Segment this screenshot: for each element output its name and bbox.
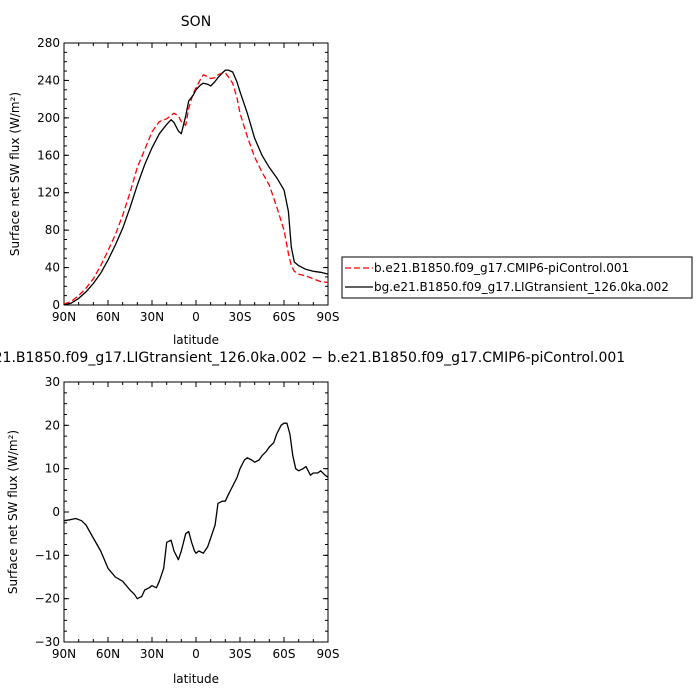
top-y-axis-label: Surface net SW flux (W/m²) (8, 92, 22, 256)
top-plot-frame (63, 42, 329, 306)
bottom-plot-frame (63, 381, 329, 643)
bottom-ticks: 90N 60N 30N 0 30S 60S 90S −30 −20 −10 0 10 20 30 (35, 375, 340, 661)
y-tick-label: 80 (45, 223, 60, 237)
x-tick-label: 90S (317, 310, 340, 324)
bottom-y-axis-label: Surface net SW flux (W/m²) (6, 430, 20, 594)
x-tick-label: 60N (96, 310, 120, 324)
x-tick-label: 60S (273, 310, 296, 324)
y-tick-label: −10 (35, 548, 60, 562)
y-tick-label: 10 (45, 462, 60, 476)
y-tick-label: 200 (37, 111, 60, 125)
y-tick-label: 280 (37, 36, 60, 50)
series-line-difference (63, 422, 329, 600)
x-tick-label: 90S (317, 647, 340, 661)
series-line-LIGtransient (63, 69, 329, 306)
y-tick-label: 40 (45, 261, 60, 275)
bottom-panel: bg.e21.B1850.f09_g17.LIGtransient_126.0k… (0, 350, 625, 686)
legend: b.e21.B1850.f09_g17.CMIP6-piControl.001 … (341, 256, 693, 299)
y-tick-label: 240 (37, 73, 60, 87)
y-tick-label: 30 (45, 375, 60, 389)
y-tick-label: 0 (52, 505, 60, 519)
x-tick-label: 0 (192, 647, 200, 661)
y-tick-label: −30 (35, 635, 60, 649)
top-series (63, 69, 329, 306)
y-tick-label: 0 (52, 298, 60, 312)
bottom-chart-title: bg.e21.B1850.f09_g17.LIGtransient_126.0k… (0, 350, 625, 366)
x-tick-label: 30S (229, 647, 252, 661)
top-chart-title: SON (181, 14, 211, 30)
x-tick-label: 30N (140, 310, 164, 324)
x-tick-label: 90N (52, 647, 76, 661)
y-tick-label: 160 (37, 148, 60, 162)
legend-label-LIGtransient: bg.e21.B1850.f09_g17.LIGtransient_126.0k… (374, 280, 669, 294)
top-x-axis-label: latitude (173, 333, 219, 347)
x-tick-label: 30N (140, 647, 164, 661)
series-line-piControl (63, 72, 329, 305)
top-ticks: 90N 60N 30N 0 30S 60S 90S 0 40 80 120 160 200 240 280 (37, 36, 339, 324)
legend-label-piControl: b.e21.B1850.f09_g17.CMIP6-piControl.001 (374, 261, 629, 275)
y-tick-label: 20 (45, 418, 60, 432)
x-tick-label: 30S (229, 310, 252, 324)
bottom-series (63, 422, 329, 600)
x-tick-label: 60S (273, 647, 296, 661)
legend-box (341, 256, 693, 299)
y-tick-label: −20 (35, 592, 60, 606)
x-tick-label: 0 (192, 310, 200, 324)
top-panel: SON 90N 60N 30N 0 30S 60S 90S 0 40 80 120 160 200 240… (8, 14, 339, 347)
bottom-x-axis-label: latitude (173, 672, 219, 686)
x-tick-label: 90N (52, 310, 76, 324)
y-tick-label: 120 (37, 186, 60, 200)
x-tick-label: 60N (96, 647, 120, 661)
